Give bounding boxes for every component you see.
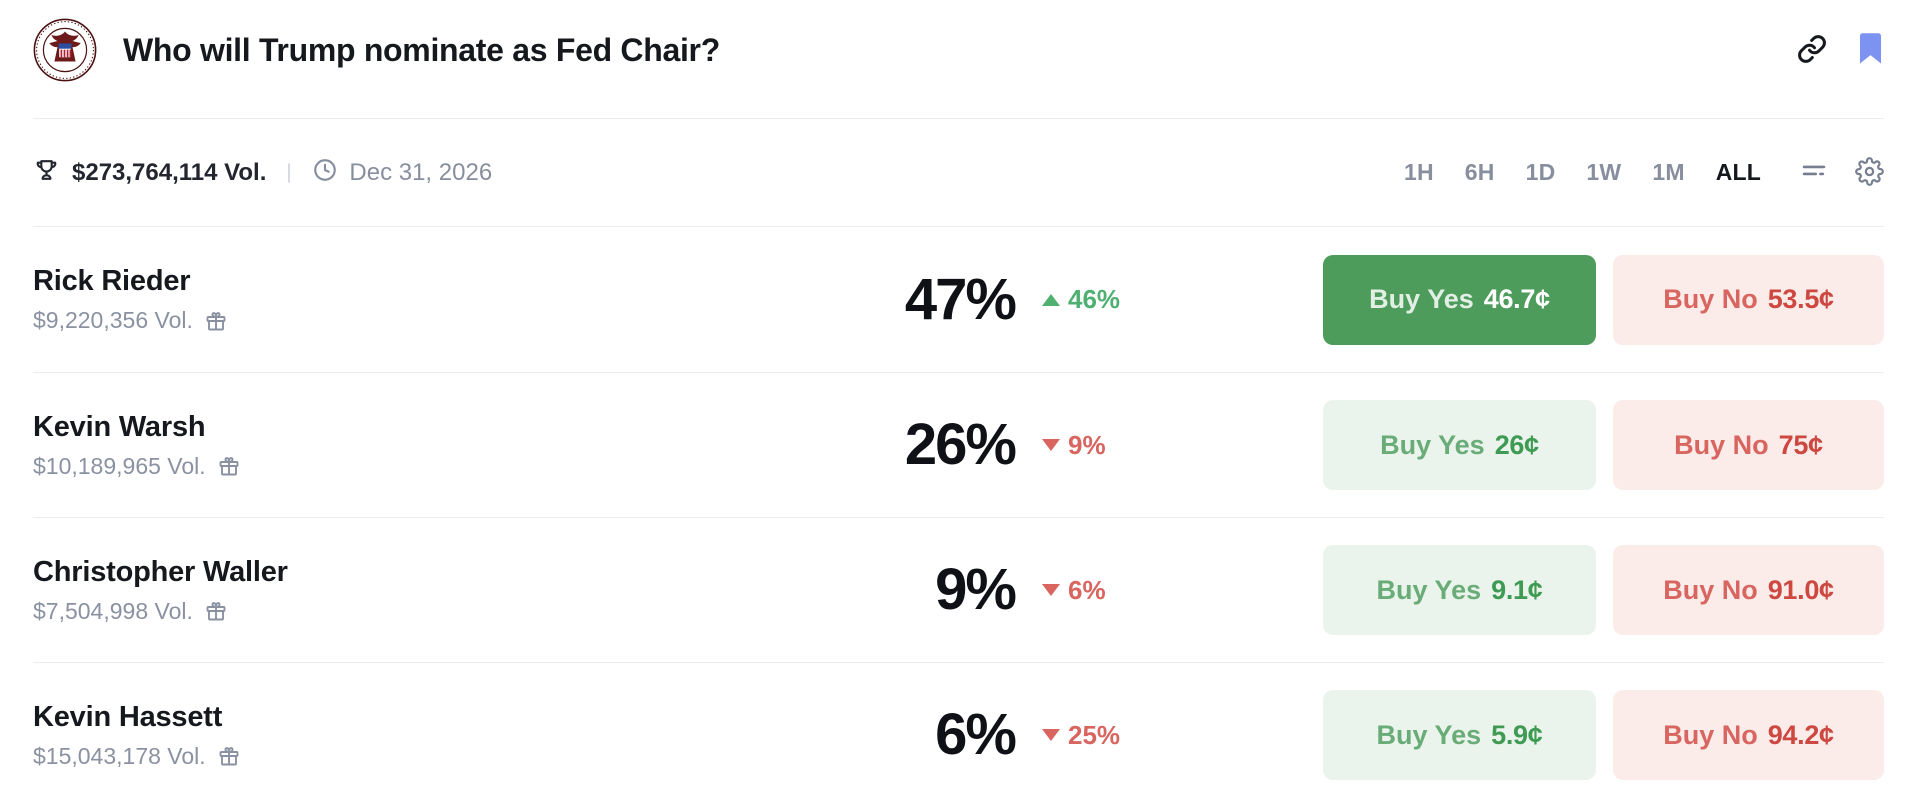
header-actions xyxy=(1797,32,1884,68)
buy-no-price: 53.5¢ xyxy=(1767,284,1834,314)
timeframe-6h[interactable]: 6H xyxy=(1464,159,1495,185)
delta-arrow-icon xyxy=(1042,293,1060,306)
buy-yes-label: Buy Yes xyxy=(1380,429,1485,460)
outcome-name: Christopher Waller xyxy=(33,555,288,588)
outcome-row: Kevin Hassett $15,043,178 Vol. 6% 25% Bu… xyxy=(33,662,1884,807)
buy-no-button[interactable]: Buy No 94.2¢ xyxy=(1613,690,1884,780)
buy-yes-price: 5.9¢ xyxy=(1491,719,1543,750)
timeframe-controls: 1H 6H 1D 1W 1M ALL xyxy=(1403,156,1884,189)
end-date: Dec 31, 2026 xyxy=(349,158,493,186)
outcome-row: Rick Rieder $9,220,356 Vol. 47% 46% Buy … xyxy=(33,227,1884,372)
delta-arrow-icon xyxy=(1042,584,1060,596)
page-title: Who will Trump nominate as Fed Chair? xyxy=(123,31,720,68)
outcome-info: Kevin Hassett $15,043,178 Vol. xyxy=(33,701,795,770)
outcome-volume: $10,189,965 Vol. xyxy=(33,452,206,479)
federal-reserve-seal-icon xyxy=(33,18,97,82)
buy-yes-button[interactable]: Buy Yes 5.9¢ xyxy=(1323,690,1596,780)
outcome-volume-line: $10,189,965 Vol. xyxy=(33,453,795,480)
outcome-volume: $9,220,356 Vol. xyxy=(33,307,193,333)
stats-left: $273,764,114 Vol. Dec 31, 2026 xyxy=(33,157,1404,189)
buy-yes-price: 9.1¢ xyxy=(1491,574,1543,605)
gift-icon[interactable] xyxy=(204,309,228,333)
buy-yes-button[interactable]: Buy Yes 46.7¢ xyxy=(1323,254,1596,345)
outcome-info: Christopher Waller $7,504,998 Vol. xyxy=(33,556,795,625)
outcome-chance: 9% xyxy=(935,557,1017,622)
buy-yes-price: 26¢ xyxy=(1494,429,1539,460)
outcome-chance: 47% xyxy=(904,266,1017,332)
outcome-chance: 6% xyxy=(935,702,1017,767)
delta-value: 46% xyxy=(1068,284,1121,314)
outcome-info: Rick Rieder $9,220,356 Vol. xyxy=(33,265,795,334)
delta: 25% xyxy=(1015,720,1323,751)
market-header: Who will Trump nominate as Fed Chair? xyxy=(33,0,1884,119)
outcome-name: Kevin Warsh xyxy=(33,410,206,443)
gift-icon[interactable] xyxy=(217,744,241,768)
buy-yes-price: 46.7¢ xyxy=(1483,284,1550,314)
gear-icon xyxy=(1855,156,1884,189)
sort-icon xyxy=(1800,157,1828,188)
outcome-volume-line: $9,220,356 Vol. xyxy=(33,307,795,334)
outcome-name: Kevin Hassett xyxy=(33,700,223,733)
copy-link-button[interactable] xyxy=(1797,34,1827,67)
buy-no-label: Buy No xyxy=(1674,429,1769,460)
divider-pipe xyxy=(288,162,291,183)
outcome-name: Rick Rieder xyxy=(33,265,191,297)
timeframe-1d[interactable]: 1D xyxy=(1525,159,1556,185)
outcome-row: Kevin Warsh $10,189,965 Vol. 26% 9% Buy … xyxy=(33,372,1884,517)
delta: 9% xyxy=(1015,430,1323,461)
delta-arrow-icon xyxy=(1042,729,1060,741)
trophy-icon xyxy=(33,157,60,189)
buy-no-price: 75¢ xyxy=(1778,429,1823,460)
gift-icon[interactable] xyxy=(217,454,241,478)
buy-yes-button[interactable]: Buy Yes 9.1¢ xyxy=(1323,545,1596,635)
timeframe-1h[interactable]: 1H xyxy=(1403,159,1434,185)
buy-yes-button[interactable]: Buy Yes 26¢ xyxy=(1323,400,1596,490)
buy-no-label: Buy No xyxy=(1663,574,1758,605)
bookmark-button[interactable] xyxy=(1857,32,1884,68)
outcome-row: Christopher Waller $7,504,998 Vol. 9% 6%… xyxy=(33,517,1884,662)
buy-no-label: Buy No xyxy=(1663,284,1758,314)
delta: 46% xyxy=(1015,284,1323,315)
delta-value: 6% xyxy=(1068,574,1106,605)
buy-yes-label: Buy Yes xyxy=(1376,574,1482,605)
buy-no-price: 91.0¢ xyxy=(1767,574,1834,605)
outcome-info: Kevin Warsh $10,189,965 Vol. xyxy=(33,411,795,480)
clock-icon xyxy=(312,157,338,188)
stats-bar: $273,764,114 Vol. Dec 31, 2026 1H 6H 1D … xyxy=(33,119,1884,227)
bookmark-icon xyxy=(1857,32,1884,68)
delta: 6% xyxy=(1015,575,1323,606)
outcome-volume-line: $7,504,998 Vol. xyxy=(33,598,795,625)
list-tools xyxy=(1800,156,1884,189)
settings-button[interactable] xyxy=(1855,156,1884,189)
buy-no-label: Buy No xyxy=(1663,719,1758,750)
delta-value: 25% xyxy=(1068,719,1121,750)
outcome-volume: $15,043,178 Vol. xyxy=(33,742,206,769)
buy-no-button[interactable]: Buy No 75¢ xyxy=(1613,400,1884,490)
link-icon xyxy=(1797,34,1827,67)
outcome-volume-line: $15,043,178 Vol. xyxy=(33,743,795,770)
sort-button[interactable] xyxy=(1800,157,1828,188)
timeframe-1m[interactable]: 1M xyxy=(1652,159,1685,185)
buy-no-price: 94.2¢ xyxy=(1767,719,1834,750)
delta-value: 9% xyxy=(1068,429,1106,460)
buy-no-button[interactable]: Buy No 53.5¢ xyxy=(1613,254,1884,345)
outcome-chance: 26% xyxy=(904,412,1017,477)
timeframe-all[interactable]: ALL xyxy=(1715,159,1761,185)
outcome-volume: $7,504,998 Vol. xyxy=(33,597,193,624)
total-volume: $273,764,114 Vol. xyxy=(72,158,267,186)
buy-yes-label: Buy Yes xyxy=(1376,719,1482,750)
buy-no-button[interactable]: Buy No 91.0¢ xyxy=(1613,545,1884,635)
buy-yes-label: Buy Yes xyxy=(1369,284,1474,314)
timeframe-1w[interactable]: 1W xyxy=(1586,159,1622,185)
delta-arrow-icon xyxy=(1042,439,1060,451)
gift-icon[interactable] xyxy=(204,599,228,623)
